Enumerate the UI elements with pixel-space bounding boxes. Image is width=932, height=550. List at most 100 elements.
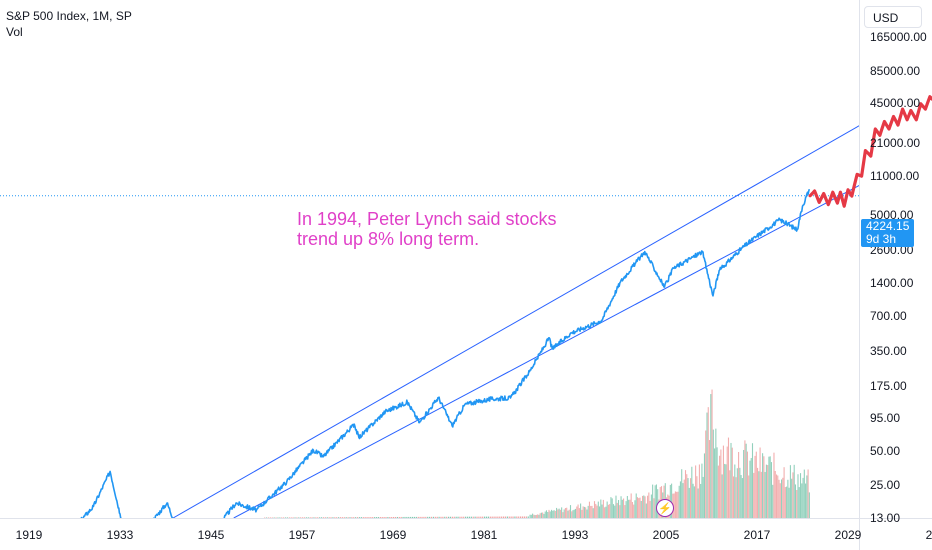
price-tick-label: 11000.00	[870, 169, 919, 183]
volume-bar	[649, 500, 651, 518]
volume-bar	[425, 516, 427, 518]
volume-bar	[802, 477, 804, 518]
volume-bar	[616, 502, 618, 518]
volume-bar	[782, 477, 784, 518]
volume-bar	[722, 445, 724, 518]
volume-bar	[705, 430, 707, 518]
volume-bar	[787, 479, 789, 518]
volume-bar	[394, 516, 397, 518]
lightning-icon[interactable]: ⚡	[656, 499, 674, 517]
volume-bar	[466, 516, 469, 518]
volume-bar	[597, 501, 599, 518]
price-tick-label: 50.00	[870, 444, 900, 458]
channel-lower-line[interactable]	[233, 87, 932, 518]
volume-bar	[277, 517, 279, 518]
volume-bar	[298, 517, 300, 518]
volume-bar	[552, 510, 554, 518]
volume-bar	[328, 517, 330, 518]
volume-bar	[457, 516, 459, 518]
volume-bar	[754, 455, 756, 518]
volume-indicator-label[interactable]: Vol	[6, 25, 23, 39]
volume-bar	[773, 452, 775, 518]
volume-bar	[539, 513, 541, 518]
volume-bar	[300, 517, 302, 518]
volume-bar	[313, 517, 315, 518]
volume-bar	[351, 517, 353, 518]
time-tick-label: 1993	[562, 528, 589, 542]
volume-bar	[794, 484, 797, 518]
volume-bar	[347, 517, 349, 518]
volume-bar	[691, 466, 693, 518]
volume-bar	[634, 500, 636, 518]
volume-bar	[356, 517, 359, 518]
volume-bar	[421, 516, 423, 518]
currency-selector[interactable]: USD	[864, 6, 922, 28]
volume-bar	[370, 517, 372, 518]
volume-bar	[353, 517, 355, 518]
volume-bar	[751, 443, 754, 518]
projection-line[interactable]	[808, 91, 932, 208]
volume-bar	[755, 451, 757, 518]
volume-bar	[472, 516, 474, 518]
time-tick-label: 1957	[289, 528, 316, 542]
volume-bar	[355, 517, 357, 518]
volume-bar	[676, 491, 678, 518]
volume-bar	[451, 516, 453, 518]
volume-bar	[749, 460, 751, 518]
volume-bar	[623, 498, 625, 518]
volume-bar	[760, 471, 762, 518]
volume-bar	[267, 517, 270, 518]
price-series-line[interactable]	[29, 188, 811, 542]
volume-bar	[712, 429, 714, 518]
volume-bar	[303, 517, 306, 518]
symbol-title[interactable]: S&P 500 Index, 1M, SP	[6, 9, 132, 23]
volume-bar	[411, 516, 414, 518]
volume-bar	[364, 517, 366, 518]
volume-bar	[309, 517, 311, 518]
volume-bar	[576, 506, 578, 518]
volume-bar	[639, 497, 641, 518]
volume-bar	[440, 516, 442, 518]
volume-bar	[801, 483, 803, 518]
volume-bar	[404, 516, 406, 518]
volume-bar	[645, 503, 647, 518]
volume-bar	[465, 516, 467, 518]
price-tick-label: 1400.00	[870, 276, 914, 290]
volume-bar	[626, 495, 628, 518]
time-tick-label: 2029	[835, 528, 862, 542]
volume-bar	[341, 517, 344, 518]
annotation-line-2: trend up 8% long term.	[297, 229, 480, 249]
price-tick-label: 350.00	[870, 344, 907, 358]
volume-bar	[564, 508, 566, 518]
volume-bar	[400, 516, 402, 518]
volume-bar	[284, 517, 287, 518]
price-tick-label: 175.00	[870, 379, 907, 393]
volume-bar	[534, 515, 536, 518]
volume-bar	[319, 517, 321, 518]
text-annotation[interactable]: In 1994, Peter Lynch said stocks trend u…	[297, 209, 556, 249]
channel-upper-line[interactable]	[172, 19, 932, 518]
volume-bar	[673, 493, 675, 518]
volume-bar	[396, 516, 398, 518]
volume-bar	[595, 503, 597, 518]
time-tick-label: 1933	[107, 528, 134, 542]
volume-bar	[478, 516, 480, 518]
volume-bar	[305, 517, 307, 518]
volume-bar	[375, 517, 378, 518]
volume-bar	[485, 516, 488, 518]
volume-bar	[532, 513, 534, 518]
volume-bar	[615, 495, 617, 518]
volume-bar	[558, 508, 560, 518]
volume-bar	[326, 517, 328, 518]
volume-bar	[679, 481, 682, 518]
volume-bar	[698, 464, 700, 518]
volume-bar	[729, 470, 731, 518]
volume-bar	[504, 516, 507, 518]
volume-bar	[628, 499, 630, 518]
volume-bar	[292, 517, 294, 518]
volume-bar	[502, 516, 505, 518]
volume-bar	[610, 497, 612, 518]
volume-bar	[681, 469, 683, 518]
